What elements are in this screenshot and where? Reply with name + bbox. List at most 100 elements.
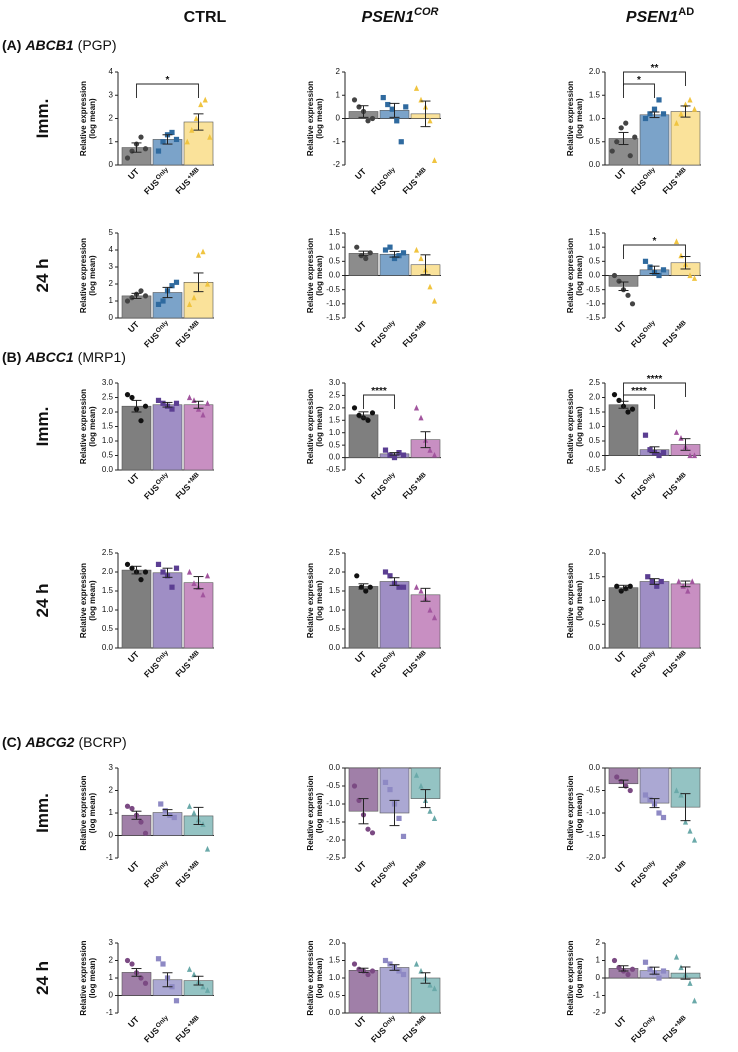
data-point (427, 606, 433, 613)
y-tick-label: -0.5 (586, 285, 600, 294)
y-tick-label: 2.0 (329, 938, 341, 947)
y-axis-label: Relative expression (306, 775, 315, 850)
category-sup: +MB (186, 319, 201, 334)
data-point (186, 966, 193, 972)
section-protein: (BCRP) (78, 734, 126, 750)
y-tick-label: 1.0 (589, 422, 601, 431)
section-letter: (A) (2, 37, 21, 53)
data-point (160, 569, 166, 575)
y-axis-label: (log mean) (575, 792, 584, 833)
data-point (124, 392, 131, 398)
category-sup: Only (382, 859, 397, 874)
x-tick-label: FUS+MB (400, 471, 430, 501)
bar (183, 582, 214, 649)
y-axis-label: (log mean) (575, 957, 584, 998)
x-tick-label: UT (353, 166, 369, 182)
data-point (660, 450, 667, 456)
y-axis-label: Relative expression (79, 238, 88, 313)
data-point (369, 830, 376, 836)
data-point (660, 111, 667, 117)
data-point (191, 809, 197, 816)
x-tick-label: FUSOnly (369, 859, 399, 889)
y-tick-label: 1.5 (329, 956, 341, 965)
category-sup: Only (382, 649, 397, 664)
data-point (431, 614, 438, 621)
x-tick-label: FUSOnly (142, 649, 172, 679)
x-tick-label: FUS+MB (660, 166, 690, 196)
y-tick-label: 0.0 (329, 763, 341, 772)
category-sup: +MB (186, 166, 201, 181)
x-tick-label: FUS+MB (173, 1014, 203, 1044)
data-point (204, 400, 211, 406)
data-point (354, 244, 360, 250)
data-point (682, 818, 689, 825)
data-point (204, 987, 211, 993)
data-point (656, 975, 662, 981)
data-point (354, 573, 360, 579)
column-name: PSEN1 (626, 9, 679, 26)
bar (670, 111, 701, 166)
data-point (207, 134, 213, 140)
data-point (623, 120, 629, 126)
data-point (649, 578, 655, 585)
x-tick-label: FUSOnly (142, 166, 172, 196)
y-tick-label: 0.5 (329, 991, 341, 1000)
data-point (678, 252, 684, 259)
data-point (427, 808, 433, 814)
y-tick-label: -1.5 (326, 817, 340, 826)
significance-label: * (166, 75, 170, 86)
y-tick-label: 0.5 (329, 440, 341, 449)
data-point (418, 414, 424, 421)
data-point (195, 252, 202, 258)
y-tick-label: 1.0 (329, 605, 341, 614)
y-axis-label: (log mean) (575, 98, 584, 139)
x-tick-label: FUSOnly (142, 1014, 172, 1044)
y-tick-label: -1 (106, 853, 114, 862)
y-axis-label: (log mean) (315, 957, 324, 998)
y-tick-label: 0.0 (329, 453, 341, 462)
column-sup: COR (414, 6, 439, 18)
y-tick-label: 0 (596, 973, 601, 982)
data-point (367, 250, 373, 256)
data-point (614, 774, 620, 780)
data-point (678, 435, 684, 441)
y-axis-label: Relative expression (306, 940, 315, 1015)
y-tick-label: -0.5 (586, 465, 600, 474)
data-point (418, 587, 424, 594)
data-point (356, 104, 362, 110)
x-tick-label: FUSOnly (629, 319, 659, 349)
y-tick-label: 1.5 (589, 572, 601, 581)
data-point (387, 573, 393, 579)
data-point (656, 810, 662, 816)
category-sup: +MB (673, 649, 688, 664)
data-point (400, 833, 407, 839)
data-point (382, 247, 389, 253)
data-point (365, 118, 371, 124)
data-point (387, 244, 393, 250)
data-point (647, 966, 653, 972)
data-point (191, 580, 197, 586)
x-tick-label: UT (353, 471, 369, 487)
row-label: 24 h (33, 258, 52, 292)
data-point (627, 787, 633, 794)
data-point (155, 148, 162, 154)
data-point (678, 791, 684, 798)
y-tick-label: 3.0 (329, 378, 341, 387)
y-tick-label: 1.5 (102, 422, 114, 431)
x-tick-label: UT (126, 859, 142, 875)
y-tick-label: 0.5 (589, 256, 601, 265)
data-point (351, 405, 358, 411)
x-tick-label: UT (126, 166, 142, 182)
column-header: CTRL (184, 9, 227, 26)
data-point (642, 959, 649, 965)
section-letter: (C) (2, 734, 21, 750)
data-point (160, 400, 166, 406)
data-point (171, 814, 177, 821)
data-point (642, 432, 649, 438)
x-tick-label: UT (613, 166, 629, 182)
y-tick-label: 1.5 (589, 407, 601, 416)
data-point (678, 110, 684, 117)
data-point (129, 148, 135, 154)
y-tick-label: 1.0 (102, 436, 114, 445)
bar (348, 414, 379, 458)
